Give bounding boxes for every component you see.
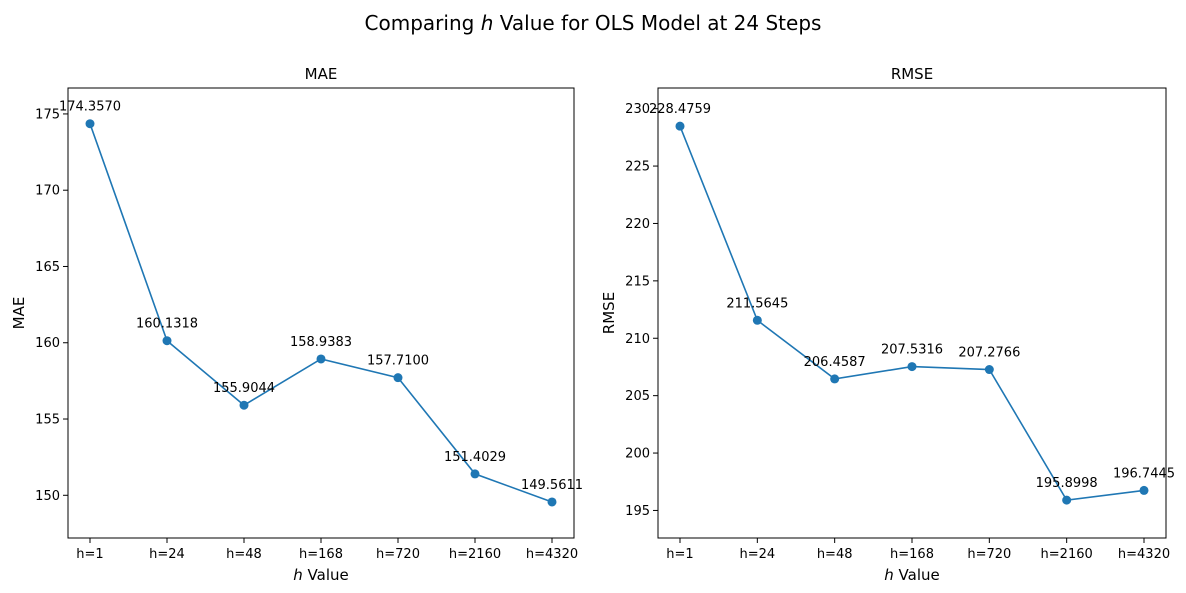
mae-point: [316, 354, 326, 364]
mae-point: [393, 373, 403, 383]
figure-suptitle: Comparing h Value for OLS Model at 24 St…: [365, 11, 822, 35]
rmse-data-label: 211.5645: [726, 296, 788, 311]
rmse-ytick-label: 215: [625, 274, 650, 289]
rmse-xtick-label: h=720: [967, 547, 1011, 562]
rmse-title: RMSE: [891, 65, 933, 83]
rmse-point: [907, 362, 917, 372]
mae-title: MAE: [305, 65, 338, 83]
mae-xtick-label: h=24: [149, 547, 185, 562]
suptitle-suffix: Value for OLS Model at 24 Steps: [493, 11, 821, 35]
mae-xtick-label: h=168: [299, 547, 343, 562]
mae-series-line: [89, 123, 553, 503]
mae-xtick-label: h=720: [376, 547, 420, 562]
rmse-point: [1139, 485, 1149, 495]
rmse-ytick-label: 200: [625, 447, 650, 462]
rmse-xtick-label: h=2160: [1041, 547, 1093, 562]
mae-axes-frame: [67, 87, 575, 539]
mae-ytick-label: 155: [35, 413, 60, 428]
rmse-ytick-label: 225: [625, 160, 650, 175]
mae-point: [162, 336, 172, 346]
mae-point: [470, 469, 480, 479]
mae-point: [239, 400, 249, 410]
mae-ytick-label: 160: [35, 336, 60, 351]
mae-data-label: 174.3570: [59, 100, 121, 115]
mae-data-label: 160.1318: [136, 317, 198, 332]
rmse-xtick-label: h=168: [890, 547, 934, 562]
mae-xtick-label: h=1: [76, 547, 103, 562]
rmse-data-label: 207.5316: [881, 343, 943, 358]
suptitle-prefix: Comparing: [365, 11, 481, 35]
mae-point: [547, 497, 557, 507]
rmse-data-label: 196.7445: [1113, 466, 1175, 481]
mae-xtick-label: h=4320: [526, 547, 578, 562]
mae-x-axis-text: Value: [303, 566, 349, 584]
rmse-series-line: [679, 125, 1145, 501]
mae-panel: MAE 150 155 160 165 170 175 h=1 h=24 h=48 h=168 h=7…: [10, 65, 583, 584]
rmse-data-label: 207.2766: [958, 346, 1020, 361]
rmse-ytick-label: 195: [625, 504, 650, 519]
rmse-data-label: 195.8998: [1036, 476, 1098, 491]
rmse-xtick-label: h=4320: [1118, 547, 1170, 562]
rmse-xtick-label: h=48: [817, 547, 853, 562]
rmse-point: [1062, 495, 1072, 505]
mae-data-label: 155.9044: [213, 381, 275, 396]
rmse-point: [752, 315, 762, 325]
mae-y-axis-label: MAE: [10, 297, 28, 330]
mae-ytick-label: 170: [35, 184, 60, 199]
mae-data-label: 149.5611: [521, 478, 583, 493]
rmse-point: [675, 121, 685, 131]
rmse-xtick-label: h=1: [666, 547, 693, 562]
rmse-x-axis-label: h Value: [884, 566, 939, 584]
mae-data-label: 157.7100: [367, 354, 429, 369]
mae-data-label: 151.4029: [444, 450, 506, 465]
rmse-x-axis-text: Value: [894, 566, 940, 584]
rmse-point: [830, 374, 840, 384]
rmse-x-axis-variable: h: [884, 566, 894, 584]
rmse-ytick-label: 230: [625, 102, 650, 117]
rmse-ytick-label: 210: [625, 332, 650, 347]
rmse-data-label: 206.4587: [804, 355, 866, 370]
rmse-panel: RMSE 195 200 205 210 215 220 225 230 h=1 h=24 h=48 h…: [600, 65, 1175, 584]
mae-point: [85, 119, 95, 129]
mae-data-label: 158.9383: [290, 335, 352, 350]
rmse-data-label: 228.4759: [649, 102, 711, 117]
mae-xtick-label: h=48: [226, 547, 262, 562]
mae-xtick-label: h=2160: [449, 547, 501, 562]
rmse-axes-frame: [657, 87, 1167, 539]
mae-ytick-label: 175: [35, 107, 60, 122]
rmse-y-axis-label: RMSE: [600, 292, 618, 334]
rmse-ytick-label: 205: [625, 389, 650, 404]
rmse-ytick-label: 220: [625, 217, 650, 232]
mae-x-axis-label: h Value: [293, 566, 348, 584]
suptitle-variable: h: [481, 11, 494, 35]
mae-x-axis-variable: h: [293, 566, 303, 584]
rmse-point: [984, 365, 994, 375]
rmse-xtick-label: h=24: [739, 547, 775, 562]
mae-ytick-label: 150: [35, 489, 60, 504]
mae-ytick-label: 165: [35, 260, 60, 275]
